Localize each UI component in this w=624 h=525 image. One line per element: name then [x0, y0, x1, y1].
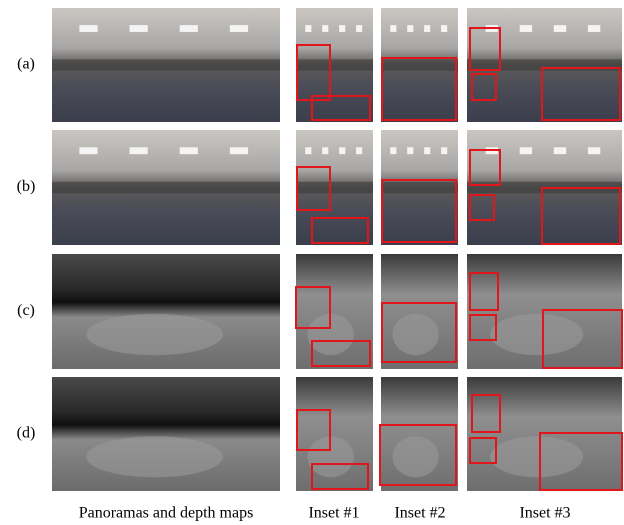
desk-row: [296, 182, 373, 194]
light: [390, 147, 396, 154]
light: [322, 25, 328, 32]
column-caption: Inset #2: [394, 505, 445, 522]
light: [407, 147, 413, 154]
light: [322, 147, 328, 154]
light: [407, 25, 413, 32]
panels: [52, 8, 622, 491]
light: [588, 147, 600, 154]
light: [339, 147, 345, 154]
row-label: (c): [17, 302, 35, 319]
light: [356, 147, 362, 154]
light: [339, 25, 345, 32]
light: [230, 25, 248, 32]
light: [424, 147, 430, 154]
desk-row: [381, 59, 458, 70]
light: [554, 147, 566, 154]
light: [424, 25, 430, 32]
light: [390, 25, 396, 32]
light: [305, 147, 311, 154]
column-caption: Inset #3: [519, 505, 570, 522]
light: [588, 25, 600, 32]
light: [79, 147, 97, 154]
page: (a) (b) (c) (d) Panoramas and depth maps Inse…: [0, 0, 624, 525]
blob: [86, 436, 223, 477]
light: [554, 25, 566, 32]
desk-row: [52, 59, 280, 70]
blob: [490, 314, 583, 355]
blob: [86, 314, 223, 355]
light: [441, 147, 447, 154]
light: [130, 147, 148, 154]
light: [520, 25, 532, 32]
row-label: (b): [17, 178, 36, 195]
desk-row: [52, 182, 280, 194]
light: [180, 147, 198, 154]
blob: [490, 436, 583, 477]
light: [356, 25, 362, 32]
desk-row: [296, 59, 373, 70]
blob: [393, 436, 439, 477]
blob: [393, 314, 439, 355]
figure: (a) (b) (c) (d) Panoramas and depth maps Inse…: [0, 0, 624, 525]
column-caption: Inset #1: [308, 505, 359, 522]
light: [180, 25, 198, 32]
light: [305, 25, 311, 32]
light: [441, 25, 447, 32]
light: [79, 25, 97, 32]
row-label: (d): [17, 425, 36, 442]
row-label: (a): [17, 56, 35, 73]
light: [130, 25, 148, 32]
column-caption: Panoramas and depth maps: [79, 505, 254, 522]
light: [230, 147, 248, 154]
desk-row: [381, 182, 458, 194]
light: [520, 147, 532, 154]
